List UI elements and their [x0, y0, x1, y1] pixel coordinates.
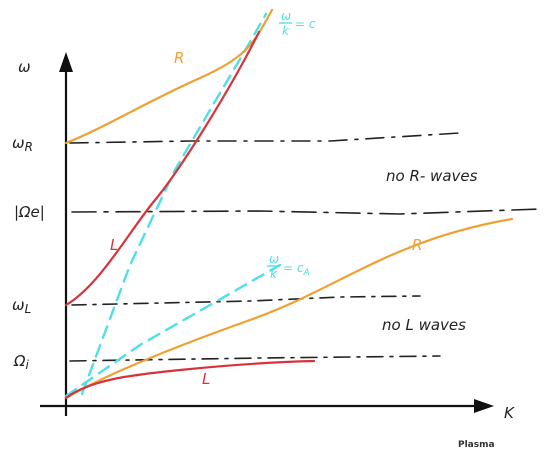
no-r-waves-note: no R- waves — [386, 167, 478, 185]
svg-text:= cA: = cA — [283, 261, 310, 278]
alfven-asymptote — [64, 263, 282, 398]
x-axis-arrowhead — [474, 399, 494, 413]
footer-caption: Plasma — [458, 440, 495, 450]
lower-l-branch-curve — [64, 359, 316, 400]
omega-e-label: |Ωe| — [14, 203, 45, 221]
omega-l-label: ωL — [12, 296, 31, 316]
lower-l-branch-label: L — [202, 370, 210, 388]
alfven-line-label: ω k = cA — [267, 252, 310, 281]
omega-e-level-line — [71, 208, 541, 215]
lower-r-branch-curve — [64, 217, 514, 400]
upper-l-branch-label: L — [110, 236, 118, 254]
lower-r-branch-label: R — [412, 236, 422, 254]
omega-l-level-line — [71, 295, 421, 306]
svg-text:k: k — [270, 267, 278, 281]
upper-l-branch-curve — [64, 30, 261, 307]
light-line-label: ω k = c — [279, 9, 316, 38]
svg-text:= c: = c — [295, 17, 316, 31]
svg-text:ω: ω — [269, 252, 279, 266]
svg-text:k: k — [282, 24, 290, 38]
omega-i-label: Ωi — [13, 352, 29, 372]
omega-r-level-line — [69, 132, 461, 144]
no-l-waves-note: no L waves — [382, 316, 466, 334]
y-axis-label: ω — [18, 58, 31, 76]
omega-r-label: ωR — [12, 134, 33, 154]
x-axis-label: K — [504, 404, 515, 422]
upper-r-branch-label: R — [174, 49, 184, 67]
omega-i-level-line — [69, 355, 441, 362]
svg-text:ω: ω — [281, 9, 291, 23]
upper-r-branch-curve — [64, 8, 274, 145]
y-axis-arrowhead — [59, 52, 73, 72]
